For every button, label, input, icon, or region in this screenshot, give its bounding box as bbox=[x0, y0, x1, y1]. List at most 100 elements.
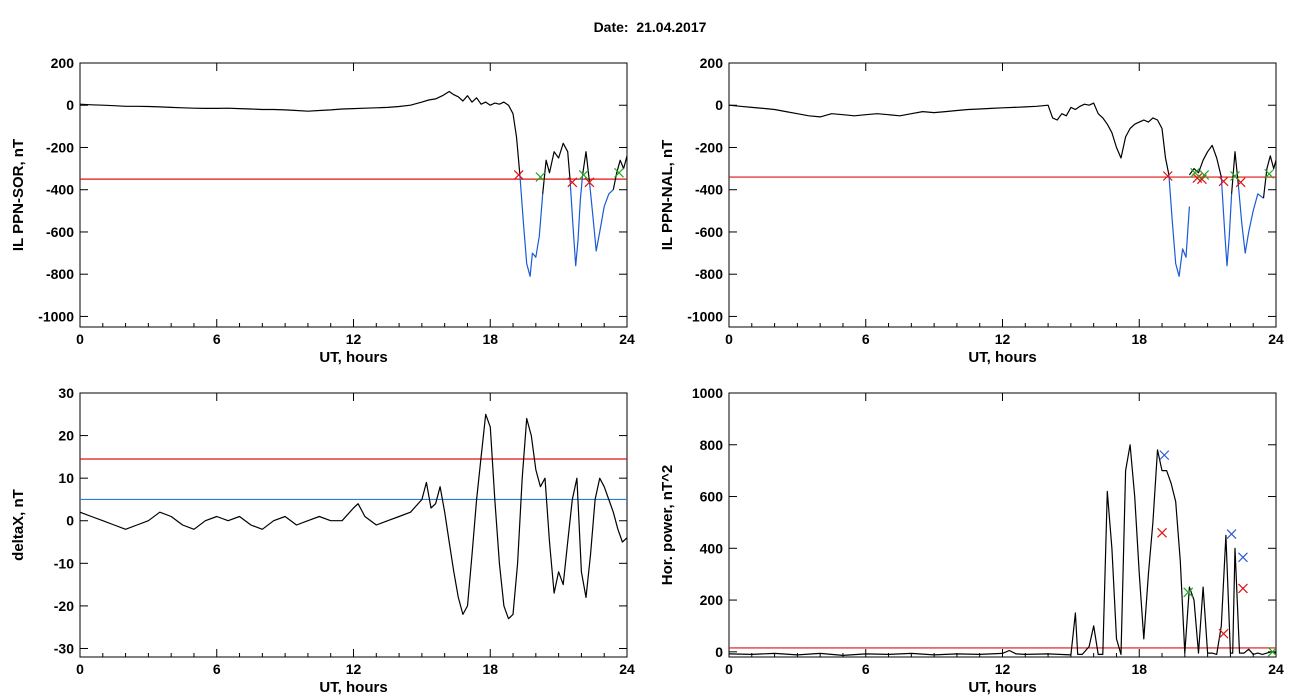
event-marker bbox=[1226, 529, 1237, 539]
series-line bbox=[80, 413, 627, 620]
y-tick-label: 20 bbox=[58, 428, 74, 444]
x-tick-label: 6 bbox=[862, 331, 870, 347]
y-tick-label: -600 bbox=[695, 224, 723, 240]
x-tick-label: 12 bbox=[346, 661, 362, 677]
plot-data bbox=[80, 413, 627, 620]
x-tick-label: 0 bbox=[725, 331, 733, 347]
chart-hor-power: 0 6 12 18 24 1000 800 600 400 200 0 UT, hours Hor. p… bbox=[659, 385, 1284, 696]
chart-ppn-nal: 0 6 12 18 24 200 0 -200 -400 -600 -800 -1000 UT, hou… bbox=[659, 55, 1284, 366]
series-line bbox=[729, 102, 1170, 176]
y-tick-label: 0 bbox=[715, 644, 723, 660]
x-tick-label: 24 bbox=[1268, 661, 1284, 677]
plot-frame bbox=[728, 392, 1277, 658]
x-axis-label: UT, hours bbox=[968, 679, 1036, 696]
event-marker bbox=[1238, 583, 1248, 594]
y-tick-label: -600 bbox=[46, 224, 74, 240]
x-tick-label: 0 bbox=[76, 661, 84, 677]
series-line bbox=[582, 151, 590, 182]
y-tick-label: -800 bbox=[695, 266, 723, 282]
series-line bbox=[542, 142, 571, 194]
series-line bbox=[519, 174, 544, 277]
event-marker bbox=[1238, 552, 1248, 563]
y-tick-label: -10 bbox=[54, 555, 74, 571]
event-marker bbox=[1218, 628, 1229, 639]
series-line bbox=[1220, 176, 1233, 267]
y-tick-label: 600 bbox=[700, 489, 724, 505]
y-tick-label: -30 bbox=[54, 640, 74, 656]
x-tick-label: 6 bbox=[862, 661, 870, 677]
x-tick-label: 12 bbox=[346, 331, 362, 347]
series-line bbox=[1188, 144, 1222, 178]
x-tick-label: 24 bbox=[619, 661, 635, 677]
plot-frame bbox=[79, 392, 628, 658]
plot-frame bbox=[79, 62, 628, 328]
series-line bbox=[588, 181, 614, 252]
event-marker bbox=[1230, 171, 1240, 181]
x-tick-label: 0 bbox=[725, 661, 733, 677]
x-axis-label: UT, hours bbox=[319, 679, 387, 696]
page-title: Date: 21.04.2017 bbox=[593, 19, 707, 35]
y-tick-label: 800 bbox=[700, 437, 724, 453]
y-tick-label: 30 bbox=[58, 385, 74, 401]
series-line bbox=[729, 444, 1276, 657]
x-axis-label: UT, hours bbox=[968, 349, 1036, 366]
series-line bbox=[1237, 185, 1264, 254]
y-tick-label: -200 bbox=[46, 139, 74, 155]
y-tick-label: -20 bbox=[54, 598, 74, 614]
x-tick-label: 24 bbox=[1268, 331, 1284, 347]
x-tick-label: 18 bbox=[482, 331, 498, 347]
x-tick-label: 6 bbox=[213, 661, 221, 677]
plot-frame bbox=[728, 62, 1277, 328]
event-marker bbox=[1157, 527, 1167, 538]
x-tick-label: 0 bbox=[76, 331, 84, 347]
chart-deltax: 0 6 12 18 24 30 20 10 0 -10 -20 -30 UT, hours deltaX,… bbox=[10, 385, 635, 696]
plot-data bbox=[80, 90, 627, 277]
x-tick-label: 12 bbox=[995, 331, 1011, 347]
y-axis-label: Hor. power, nT^2 bbox=[659, 465, 676, 585]
event-marker bbox=[1183, 587, 1194, 598]
event-marker bbox=[614, 167, 624, 178]
y-tick-label: -1000 bbox=[687, 308, 723, 324]
event-marker bbox=[513, 170, 524, 180]
x-tick-label: 12 bbox=[995, 661, 1011, 677]
series-line bbox=[612, 155, 627, 190]
y-tick-label: 0 bbox=[66, 97, 74, 113]
y-tick-label: 200 bbox=[51, 55, 75, 71]
x-tick-label: 18 bbox=[482, 661, 498, 677]
y-tick-label: 200 bbox=[700, 592, 724, 608]
y-tick-label: -1000 bbox=[38, 308, 74, 324]
series-line bbox=[1168, 174, 1190, 277]
event-marker bbox=[535, 172, 546, 182]
plot-data bbox=[729, 102, 1276, 277]
x-tick-label: 24 bbox=[619, 331, 635, 347]
y-tick-label: 1000 bbox=[692, 385, 723, 401]
x-tick-label: 18 bbox=[1131, 331, 1147, 347]
series-line bbox=[1262, 155, 1276, 199]
series-line bbox=[80, 90, 521, 175]
x-tick-label: 6 bbox=[213, 331, 221, 347]
event-marker bbox=[1218, 176, 1229, 187]
event-marker bbox=[1264, 168, 1275, 179]
x-tick-label: 18 bbox=[1131, 661, 1147, 677]
y-tick-label: -400 bbox=[695, 182, 723, 198]
y-axis-label: IL PPN-NAL, nT bbox=[659, 140, 676, 251]
event-marker bbox=[1267, 646, 1276, 657]
y-tick-label: 400 bbox=[700, 540, 724, 556]
event-marker bbox=[1199, 170, 1210, 180]
y-tick-label: -200 bbox=[695, 139, 723, 155]
y-axis-label: IL PPN-SOR, nT bbox=[10, 139, 27, 251]
chart-ppn-sor: 0 6 12 18 24 200 0 -200 -400 -600 -800 -1000 UT, hou… bbox=[10, 55, 635, 366]
y-tick-label: 0 bbox=[66, 513, 74, 529]
y-tick-label: 200 bbox=[700, 55, 724, 71]
event-marker bbox=[584, 177, 595, 188]
series-line bbox=[569, 174, 584, 267]
y-tick-label: 0 bbox=[715, 97, 723, 113]
y-tick-label: -800 bbox=[46, 266, 74, 282]
event-marker bbox=[1190, 167, 1201, 178]
x-axis-label: UT, hours bbox=[319, 349, 387, 366]
y-tick-label: -400 bbox=[46, 182, 74, 198]
plot-data bbox=[729, 444, 1276, 657]
event-marker bbox=[1159, 450, 1170, 461]
event-marker bbox=[578, 170, 589, 180]
